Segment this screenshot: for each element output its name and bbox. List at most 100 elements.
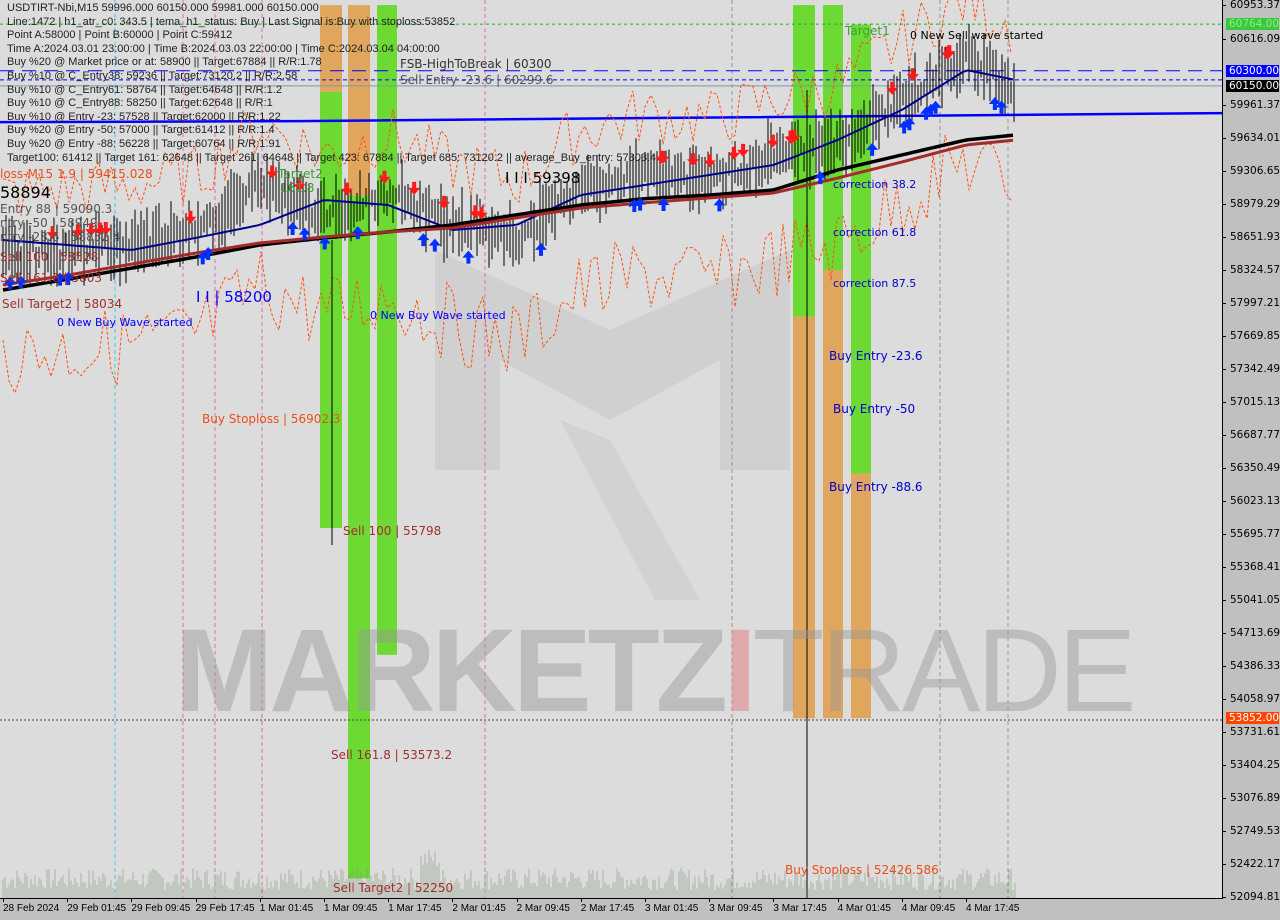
buy-stoploss-label: Buy Stoploss | 56902.3 bbox=[202, 412, 341, 426]
buy-arrow-icon bbox=[62, 271, 75, 285]
sell-arrow-icon bbox=[886, 81, 899, 95]
time-tick bbox=[388, 898, 390, 902]
price-tick-label: 53731.610 bbox=[1230, 726, 1280, 739]
time-tick-label: 3 Mar 17:45 bbox=[773, 903, 827, 914]
time-tick bbox=[3, 898, 4, 902]
sell-arrow-icon bbox=[293, 178, 306, 192]
price-tick-label: 60953.370 bbox=[1230, 0, 1280, 11]
time-tick-label: 29 Feb 09:45 bbox=[131, 903, 191, 914]
buy-entry-886-label: Buy Entry -88.6 bbox=[829, 480, 923, 494]
buy-arrow-icon bbox=[462, 250, 475, 264]
price-tick bbox=[1222, 831, 1226, 833]
indicator-info-panel: USDTIRT-Nbi,M15 59996.000 60150.000 5998… bbox=[7, 2, 656, 165]
stop-envelope-line bbox=[2, 0, 1012, 216]
sell-arrow-icon bbox=[657, 150, 670, 164]
entry236-label: ntry -23.6 | 58852.4 bbox=[0, 230, 121, 244]
price-tick-label: 54386.330 bbox=[1230, 660, 1280, 673]
signal-zone bbox=[348, 195, 370, 879]
buy-arrow-icon bbox=[196, 251, 209, 265]
price-tick-label: 55041.050 bbox=[1230, 594, 1280, 607]
buy-entry-236-label: Buy Entry -23.6 bbox=[829, 349, 923, 363]
time-tick-label: 29 Feb 17:45 bbox=[195, 903, 255, 914]
price-tick bbox=[1222, 170, 1226, 172]
time-tick bbox=[901, 898, 903, 902]
price-tick bbox=[1222, 368, 1226, 370]
target1-label: Target1 bbox=[845, 24, 890, 38]
price-tick bbox=[1222, 434, 1226, 436]
price-tick bbox=[1222, 567, 1226, 569]
time-tick-label: 3 Mar 01:45 bbox=[645, 903, 699, 914]
info-line: Line:1472 | h1_atr_c0: 343.5 | tema_h1_s… bbox=[7, 15, 456, 28]
entry50-label: ntry -50 | 58949 bbox=[0, 216, 98, 230]
buy-arrow-icon bbox=[286, 222, 299, 236]
fsb-label: FSB-HighToBreak | 60300 bbox=[400, 57, 552, 71]
price-tick bbox=[1222, 137, 1226, 139]
correction-618-label: correction 61.8 bbox=[833, 226, 917, 239]
chart-plot-area[interactable]: MARKETZITRADE USDTIRT-Nbi,M15 59996.000 … bbox=[0, 0, 1223, 899]
buy-arrow-icon bbox=[924, 103, 937, 117]
price-tick-label: 56023.130 bbox=[1230, 495, 1280, 508]
price-level-tag: 60764.000 bbox=[1226, 18, 1280, 31]
price-tick-label: 59634.010 bbox=[1230, 131, 1280, 144]
info-line: Buy %20 @ Market price or at: 58900 || T… bbox=[7, 56, 322, 69]
price-tick-label: 59306.650 bbox=[1230, 164, 1280, 177]
sell-arrow-icon bbox=[99, 221, 112, 235]
loss-m15-label: loss-M15 1.9 | 59415.028 bbox=[0, 167, 153, 181]
buy-arrow-icon bbox=[202, 247, 215, 261]
buy-arrow-icon bbox=[534, 242, 547, 256]
entry88-label: Entry 88 | 59090.3 bbox=[0, 202, 113, 216]
buy-arrow-icon bbox=[713, 198, 726, 212]
buy-arrow-icon bbox=[988, 97, 1001, 111]
watermark-m-shape bbox=[435, 250, 790, 470]
new-buy-wave-label: 0 New Buy Wave started bbox=[370, 309, 506, 322]
price-tick bbox=[1222, 236, 1226, 238]
sell-arrow-icon bbox=[438, 195, 451, 209]
time-tick bbox=[773, 898, 775, 902]
stop-envelope-line bbox=[2, 134, 1012, 395]
time-tick-label: 1 Mar 17:45 bbox=[388, 903, 442, 914]
moving-average-ma-slow bbox=[2, 133, 1014, 292]
buy-arrow-icon bbox=[4, 276, 17, 290]
buy-entry-50-label: Buy Entry -50 bbox=[833, 402, 916, 416]
price-tick-label: 54058.970 bbox=[1230, 693, 1280, 706]
buy-arrow-icon bbox=[814, 171, 827, 185]
trend-level-line bbox=[0, 111, 1222, 124]
sell-arrow-icon bbox=[46, 226, 59, 240]
time-tick bbox=[966, 898, 967, 902]
info-line: Buy %10 @ C_Entry38: 59236 || Target:731… bbox=[7, 69, 298, 82]
moving-average-ma-fast bbox=[2, 69, 1014, 251]
price-tick bbox=[1222, 732, 1226, 734]
price-tick-label: 55695.770 bbox=[1230, 528, 1280, 541]
signal-zone bbox=[823, 5, 843, 271]
time-tick-label: 2 Mar 01:45 bbox=[452, 903, 506, 914]
buy-arrow-icon bbox=[903, 117, 916, 131]
sell100-label: Sell 100 | 58528 bbox=[0, 250, 99, 264]
price-tick-label: 57997.210 bbox=[1230, 296, 1280, 309]
price-level-tag: 53852.000 bbox=[1226, 712, 1280, 725]
price-level-tag: 60300.000 bbox=[1226, 64, 1280, 77]
price-tick-label: 60616.090 bbox=[1230, 32, 1280, 45]
price-tick bbox=[1222, 468, 1226, 470]
sell100-label: Sell 100 | 55798 bbox=[343, 524, 442, 538]
new-sell-wave-label: 0 New Sell wave started bbox=[910, 29, 1044, 42]
price-tick-label: 58324.570 bbox=[1230, 263, 1280, 276]
buy-arrow-icon bbox=[866, 142, 879, 156]
sell-arrow-icon bbox=[378, 170, 391, 184]
sell-arrow-icon bbox=[408, 181, 421, 195]
time-tick bbox=[259, 898, 261, 902]
sell-arrow-icon bbox=[93, 222, 106, 236]
signal-zone bbox=[377, 5, 397, 655]
price-tick bbox=[1222, 38, 1226, 40]
sell-arrow-icon bbox=[475, 206, 488, 220]
sell-arrow-icon bbox=[686, 153, 699, 167]
price-tick bbox=[1222, 534, 1226, 536]
price-tick bbox=[1222, 5, 1226, 6]
sell-arrow-icon bbox=[786, 130, 799, 144]
price-tick bbox=[1222, 699, 1226, 701]
price-tick bbox=[1222, 203, 1226, 205]
watermark-m-shape bbox=[560, 420, 700, 600]
new-buy-wave-label: 0 New Buy Wave started bbox=[57, 316, 193, 329]
time-tick-label: 4 Mar 01:45 bbox=[837, 903, 891, 914]
signal-zone bbox=[851, 24, 871, 474]
price-tick-label: 57015.130 bbox=[1230, 395, 1280, 408]
